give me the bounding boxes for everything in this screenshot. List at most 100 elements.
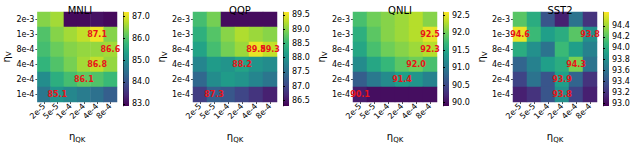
svg-text:8e-4: 8e-4 <box>172 45 190 54</box>
svg-text:87.0: 87.0 <box>292 82 310 91</box>
svg-text:94.6: 94.6 <box>510 30 530 39</box>
svg-text:SST2: SST2 <box>547 5 572 16</box>
svg-text:4e-4: 4e-4 <box>172 60 190 69</box>
svg-text:94.0: 94.0 <box>612 43 630 52</box>
svg-text:85.1: 85.1 <box>47 90 67 99</box>
svg-text:84.0: 84.0 <box>132 77 150 86</box>
svg-text:85.0: 85.0 <box>132 56 150 65</box>
svg-text:2e-3: 2e-3 <box>492 15 510 24</box>
svg-text:QK: QK <box>393 136 404 144</box>
svg-text:88.5: 88.5 <box>292 39 310 48</box>
svg-text:2e-5: 2e-5 <box>504 101 524 121</box>
svg-text:V: V <box>481 51 489 56</box>
svg-text:8e-4: 8e-4 <box>492 45 510 54</box>
svg-text:5e-5: 5e-5 <box>198 101 218 121</box>
svg-text:1e-4: 1e-4 <box>372 101 392 121</box>
svg-text:92.0: 92.0 <box>452 28 470 37</box>
svg-text:2e-4: 2e-4 <box>16 75 34 84</box>
svg-text:2e-5: 2e-5 <box>28 101 48 121</box>
svg-text:90.1: 90.1 <box>350 90 370 99</box>
svg-text:2e-5: 2e-5 <box>344 101 364 121</box>
svg-text:QK: QK <box>233 136 244 144</box>
svg-text:93.8: 93.8 <box>612 55 630 64</box>
svg-text:2e-4: 2e-4 <box>492 75 510 84</box>
svg-text:88.0: 88.0 <box>292 53 310 62</box>
svg-text:4e-4: 4e-4 <box>16 60 34 69</box>
svg-text:2e-5: 2e-5 <box>184 101 204 121</box>
svg-text:1e-4: 1e-4 <box>54 101 74 121</box>
svg-text:86.1: 86.1 <box>74 75 94 84</box>
svg-text:2e-3: 2e-3 <box>172 15 190 24</box>
svg-text:2e-4: 2e-4 <box>67 101 87 121</box>
svg-text:83.0: 83.0 <box>132 99 150 108</box>
svg-text:QQP: QQP <box>229 5 251 16</box>
svg-text:5e-5: 5e-5 <box>41 101 61 121</box>
svg-text:2e-3: 2e-3 <box>16 15 34 24</box>
svg-text:8e-4: 8e-4 <box>16 45 34 54</box>
svg-text:93.6: 93.6 <box>612 66 630 75</box>
svg-text:94.3: 94.3 <box>566 60 586 69</box>
svg-text:92.5: 92.5 <box>452 11 470 20</box>
svg-text:89.5: 89.5 <box>292 10 310 19</box>
svg-text:1e-3: 1e-3 <box>492 30 510 39</box>
svg-text:93.8: 93.8 <box>552 90 572 99</box>
svg-text:90.5: 90.5 <box>452 81 470 90</box>
svg-text:8e-4: 8e-4 <box>414 102 433 121</box>
svg-text:88.2: 88.2 <box>232 60 252 69</box>
svg-text:8e-4: 8e-4 <box>574 102 593 121</box>
svg-text:87.5: 87.5 <box>292 67 310 76</box>
svg-text:MNLI: MNLI <box>68 5 93 16</box>
svg-text:4e-4: 4e-4 <box>81 101 101 121</box>
svg-text:V: V <box>161 51 169 56</box>
svg-text:93.0: 93.0 <box>612 99 630 108</box>
svg-text:4e-4: 4e-4 <box>240 101 260 121</box>
svg-text:93.4: 93.4 <box>612 77 630 86</box>
svg-text:92.5: 92.5 <box>420 30 440 39</box>
svg-text:1e-4: 1e-4 <box>212 101 232 121</box>
svg-text:94.2: 94.2 <box>612 32 630 41</box>
svg-text:92.3: 92.3 <box>420 45 440 54</box>
svg-text:2e-4: 2e-4 <box>386 101 406 121</box>
svg-text:8e-4: 8e-4 <box>332 45 350 54</box>
svg-text:92.0: 92.0 <box>406 60 426 69</box>
svg-text:86.0: 86.0 <box>132 34 150 43</box>
svg-text:1e-4: 1e-4 <box>332 90 350 99</box>
svg-text:90.0: 90.0 <box>452 98 470 107</box>
svg-text:93.9: 93.9 <box>552 75 572 84</box>
svg-text:89.3: 89.3 <box>260 45 280 54</box>
svg-text:93.8: 93.8 <box>580 30 600 39</box>
svg-text:V: V <box>321 51 329 56</box>
svg-text:2e-3: 2e-3 <box>332 15 350 24</box>
svg-text:5e-5: 5e-5 <box>358 101 378 121</box>
svg-text:87.1: 87.1 <box>87 30 107 39</box>
svg-text:QK: QK <box>75 136 86 144</box>
svg-text:2e-4: 2e-4 <box>332 75 350 84</box>
svg-text:91.5: 91.5 <box>452 46 470 55</box>
svg-text:1e-3: 1e-3 <box>332 30 350 39</box>
svg-text:91.0: 91.0 <box>452 63 470 72</box>
svg-text:86.6: 86.6 <box>100 45 120 54</box>
svg-text:QK: QK <box>553 136 564 144</box>
svg-text:87.3: 87.3 <box>204 90 224 99</box>
svg-text:86.5: 86.5 <box>292 96 310 105</box>
svg-text:1e-3: 1e-3 <box>172 30 190 39</box>
svg-text:8e-4: 8e-4 <box>254 102 273 121</box>
svg-text:1e-3: 1e-3 <box>16 30 34 39</box>
svg-text:4e-4: 4e-4 <box>400 101 420 121</box>
svg-text:89.0: 89.0 <box>292 25 310 34</box>
svg-text:93.2: 93.2 <box>612 88 630 97</box>
svg-text:87.0: 87.0 <box>132 12 150 21</box>
svg-text:8e-4: 8e-4 <box>94 102 113 121</box>
svg-text:2e-4: 2e-4 <box>226 101 246 121</box>
svg-text:1e-4: 1e-4 <box>492 90 510 99</box>
svg-text:QNLI: QNLI <box>388 5 412 16</box>
svg-text:86.8: 86.8 <box>87 60 107 69</box>
svg-text:V: V <box>5 51 13 56</box>
svg-text:2e-4: 2e-4 <box>172 75 190 84</box>
svg-text:1e-4: 1e-4 <box>16 90 34 99</box>
svg-text:1e-4: 1e-4 <box>172 90 190 99</box>
svg-text:91.4: 91.4 <box>392 75 412 84</box>
svg-text:94.4: 94.4 <box>612 21 630 30</box>
svg-text:4e-4: 4e-4 <box>492 60 510 69</box>
svg-text:4e-4: 4e-4 <box>332 60 350 69</box>
